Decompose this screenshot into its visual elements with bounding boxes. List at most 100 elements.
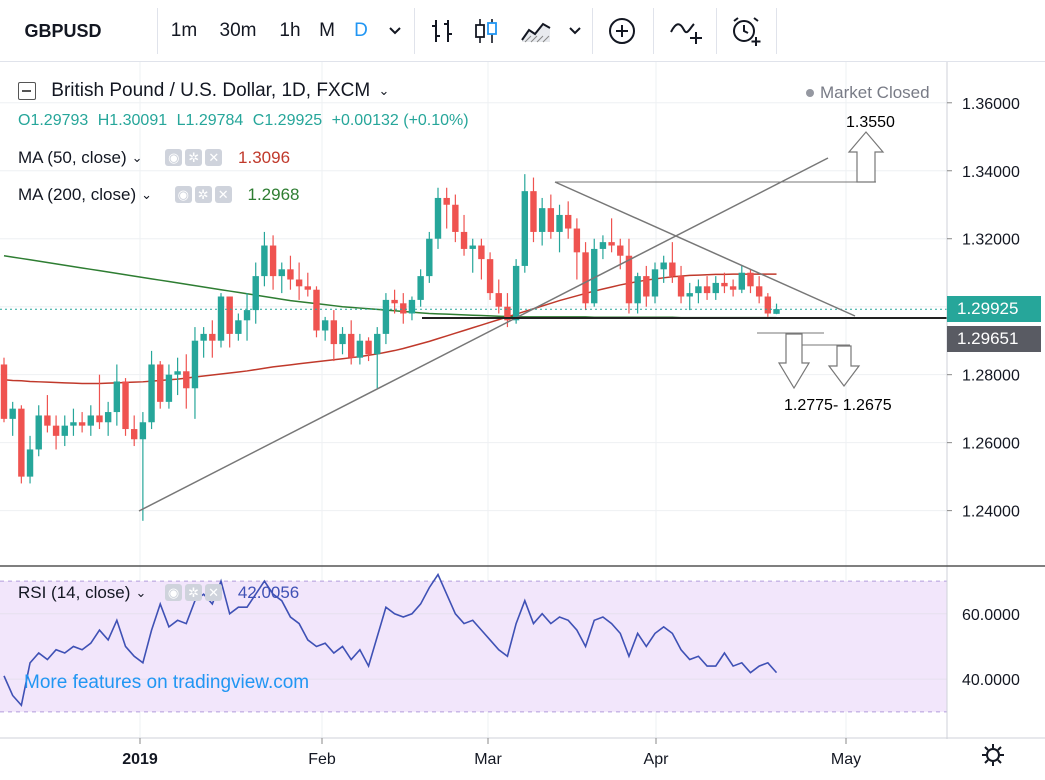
plus-circle-icon[interactable] xyxy=(598,0,646,62)
candle xyxy=(243,293,251,341)
gear-icon[interactable]: ✲ xyxy=(194,186,212,204)
chevron-down-icon[interactable] xyxy=(562,0,588,62)
chevron-down-icon[interactable]: ⌄ xyxy=(141,186,153,202)
interval-30m[interactable]: 30m xyxy=(219,20,257,41)
toolbar-divider xyxy=(653,8,654,54)
candle xyxy=(157,361,164,409)
gear-icon[interactable]: ✲ xyxy=(185,149,203,167)
price-axis-label: 1.24000 xyxy=(962,504,1020,521)
time-axis-label: 2019 xyxy=(122,751,158,768)
candle xyxy=(252,262,259,324)
eye-icon[interactable]: ◉ xyxy=(174,186,192,204)
candle xyxy=(295,262,303,300)
candle-body xyxy=(469,245,476,249)
close-icon[interactable]: ✕ xyxy=(205,149,223,167)
candle-body xyxy=(269,245,277,277)
candle xyxy=(191,327,199,419)
close-icon[interactable]: ✕ xyxy=(205,584,223,602)
watermark-link[interactable]: More features on tradingview.com xyxy=(24,672,310,693)
price-axis-label: 1.32000 xyxy=(962,232,1020,249)
candle-body xyxy=(174,371,181,375)
area-style-icon[interactable] xyxy=(512,0,560,62)
interval-1m[interactable]: 1m xyxy=(170,20,198,41)
close-icon[interactable]: ✕ xyxy=(214,186,232,204)
candle-body xyxy=(452,204,459,232)
candle-body xyxy=(278,269,285,277)
bar-style-icon[interactable] xyxy=(422,0,462,62)
candle-body xyxy=(235,320,242,334)
rsi-axis-label: 40.0000 xyxy=(962,672,1020,689)
toolbar-divider xyxy=(592,8,593,54)
gear-icon[interactable] xyxy=(978,740,1008,770)
support-price-tag: 1.29651 xyxy=(947,326,1041,352)
chart-title: British Pound / U.S. Dollar, 1D, FXCM xyxy=(51,80,371,101)
candle xyxy=(26,435,34,484)
candle xyxy=(729,279,737,297)
chart-canvas[interactable]: 1.360001.340001.320001.300001.280001.260… xyxy=(0,62,1045,780)
candle xyxy=(530,177,537,243)
candle xyxy=(0,357,8,423)
candle xyxy=(755,276,763,304)
interval-D[interactable]: D xyxy=(354,20,368,41)
gear-icon[interactable]: ✲ xyxy=(185,584,203,602)
candle xyxy=(374,327,381,389)
candle xyxy=(104,401,112,436)
candle-body xyxy=(191,340,199,389)
compare-icon[interactable] xyxy=(660,0,712,62)
ohlc-low: L1.29784 xyxy=(176,112,244,129)
interval-M[interactable]: M xyxy=(319,20,335,41)
chevron-down-icon[interactable]: ⌄ xyxy=(131,149,143,165)
price-axis-label: 1.34000 xyxy=(962,164,1020,181)
candle-body xyxy=(460,231,468,249)
candle-body xyxy=(773,309,780,314)
candle-body xyxy=(712,282,719,294)
rsi-legend[interactable]: RSI (14, close) ⌄ ◉ ✲ ✕ 42.0056 xyxy=(18,582,299,603)
interval-1h[interactable]: 1h xyxy=(279,20,301,41)
candle-body xyxy=(261,245,268,277)
candle xyxy=(70,408,77,436)
candle xyxy=(217,293,225,348)
candle-body xyxy=(408,299,416,314)
candle-body xyxy=(634,276,641,304)
candle-body xyxy=(304,286,311,290)
candle-body xyxy=(556,214,563,232)
eye-icon[interactable]: ◉ xyxy=(165,584,183,602)
candle-body xyxy=(87,415,94,426)
candle xyxy=(721,272,728,294)
candle-body xyxy=(443,197,450,205)
candle-body xyxy=(495,293,502,307)
candle xyxy=(365,337,372,362)
ma200-label: MA (200, close) xyxy=(18,184,137,204)
chevron-down-icon[interactable] xyxy=(380,0,410,62)
candle-body xyxy=(426,238,433,277)
descending-trendline xyxy=(554,181,856,317)
time-axis-bg xyxy=(0,739,1045,780)
candle-body xyxy=(764,296,772,314)
candle-style-icon[interactable] xyxy=(466,0,506,62)
time-axis-label: Feb xyxy=(308,751,336,768)
alert-icon[interactable] xyxy=(722,0,770,62)
candle-body xyxy=(104,412,112,423)
candle xyxy=(96,374,103,430)
candle-body xyxy=(18,408,25,477)
candle xyxy=(209,320,216,358)
candle-body xyxy=(486,259,494,294)
candle xyxy=(521,174,528,273)
ma200-legend[interactable]: MA (200, close) ⌄ ◉ ✲ ✕ 1.2968 xyxy=(18,184,299,205)
symbol-button[interactable]: GBPUSD xyxy=(24,20,102,41)
ma50-legend[interactable]: MA (50, close) ⌄ ◉ ✲ ✕ 1.3096 xyxy=(18,147,290,168)
chevron-down-icon[interactable]: ⌄ xyxy=(135,584,147,600)
chevron-down-icon[interactable]: ⌄ xyxy=(378,83,390,98)
axes: 1.360001.340001.320001.300001.280001.260… xyxy=(0,62,1045,780)
candle-body xyxy=(669,262,676,277)
candle xyxy=(495,279,502,314)
candle-body xyxy=(131,429,138,440)
candle xyxy=(339,327,346,355)
eye-icon[interactable]: ◉ xyxy=(165,149,183,167)
candle-body xyxy=(729,286,737,290)
candle-body xyxy=(122,381,129,430)
market-status-text: Market Closed xyxy=(820,82,930,102)
collapse-legend-icon[interactable] xyxy=(18,82,36,100)
candle xyxy=(443,187,450,229)
candle xyxy=(695,279,702,304)
